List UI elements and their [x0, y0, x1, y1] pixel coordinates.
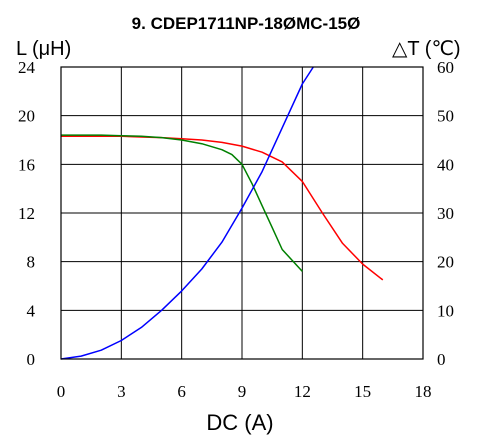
y-left-tick-label: 12 — [18, 204, 35, 223]
x-tick-label: 18 — [415, 382, 432, 401]
y-right-tick-label: 0 — [437, 350, 446, 369]
x-tick-label: 3 — [117, 382, 126, 401]
temperature-rise-line-blue — [60, 66, 314, 360]
tick-labels: 0 3 6 9 12 15 18 0 4 8 12 16 20 24 0 10 20 30 40 50 60 — [18, 58, 454, 401]
inductance-line-red — [61, 135, 384, 281]
y-left-tick-label: 20 — [18, 107, 35, 126]
y-right-tick-label: 30 — [437, 204, 454, 223]
y-left-tick-label: 8 — [27, 253, 36, 272]
x-tick-label: 0 — [57, 382, 66, 401]
chart-title: 9. CDEP1711NP-18ØMC-15Ø — [132, 14, 361, 33]
series-lines — [60, 66, 384, 360]
x-tick-label: 9 — [238, 382, 247, 401]
y-right-tick-label: 40 — [437, 155, 454, 174]
y-left-tick-label: 16 — [18, 155, 35, 174]
grid — [61, 67, 423, 359]
x-tick-label: 12 — [294, 382, 311, 401]
y-left-tick-label: 24 — [18, 58, 36, 77]
x-tick-label: 6 — [177, 382, 186, 401]
y-left-tick-label: 4 — [27, 301, 36, 320]
y-axis-right-label: △T (℃) — [392, 38, 461, 60]
y-right-tick-label: 20 — [437, 253, 454, 272]
inductance-line-green — [61, 134, 303, 272]
y-right-tick-label: 10 — [437, 301, 454, 320]
x-axis-label: DC (A) — [206, 410, 273, 435]
x-tick-label: 15 — [354, 382, 371, 401]
y-right-tick-label: 50 — [437, 107, 454, 126]
plot-frame — [60, 66, 424, 360]
y-right-tick-label: 60 — [437, 58, 454, 77]
y-left-tick-label: 0 — [27, 350, 36, 369]
y-axis-left-label: L (μH) — [16, 38, 71, 60]
